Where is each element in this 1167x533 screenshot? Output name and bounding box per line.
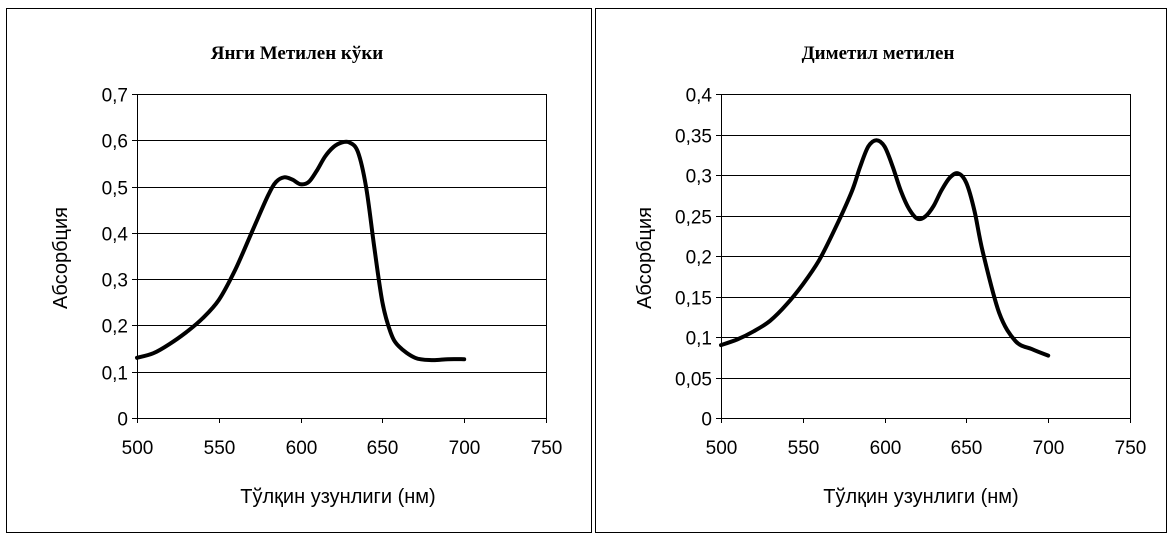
y-tick-label: 0,1	[686, 329, 712, 350]
y-tick-label: 0,7	[102, 86, 128, 107]
x-tick-label: 550	[788, 438, 820, 459]
x-tick-label: 700	[1033, 438, 1065, 459]
y-tick-label: 0,3	[686, 167, 712, 188]
chart-new-methylene-blue: Янги Метилен кўки Тўлқин узунлиги (нм) А…	[50, 43, 562, 508]
y-tick-label: 0,2	[686, 248, 712, 269]
y-tick-label: 0,4	[102, 225, 129, 246]
x-tick-label: 700	[449, 438, 481, 459]
y-tick-label: 0,2	[102, 317, 128, 338]
y-tick-label: 0,4	[686, 86, 713, 107]
y-axis-label: Абсорбция	[50, 207, 72, 309]
x-tick-label: 600	[286, 438, 318, 459]
x-tick-label: 750	[531, 438, 563, 459]
y-tick-label: 0,05	[675, 370, 712, 391]
plot-area	[137, 94, 547, 419]
chart-title: Диметил метилен	[802, 43, 955, 64]
x-tick-label: 500	[122, 438, 154, 459]
y-tick-label: 0,1	[102, 364, 128, 385]
y-tick-label: 0	[701, 410, 712, 431]
x-tick-label: 650	[951, 438, 983, 459]
chart-title: Янги Метилен кўки	[211, 43, 384, 64]
x-tick-label: 550	[204, 438, 236, 459]
chart-dimethyl-methylene: Диметил метилен Тўлқин узунлиги (нм) Абс…	[634, 43, 1146, 508]
y-tick-label: 0,25	[675, 208, 712, 229]
x-tick-label: 650	[367, 438, 399, 459]
plot-area	[721, 94, 1131, 419]
series-line	[719, 138, 1051, 358]
y-axis-label: Абсорбция	[634, 207, 656, 309]
y-tick-label: 0,35	[675, 127, 712, 148]
y-tick-label: 0,6	[102, 132, 128, 153]
x-axis-label: Тўлқин узунлиги (нм)	[823, 486, 1018, 508]
x-axis-label: Тўлқин узунлиги (нм)	[240, 486, 435, 508]
x-tick-label: 750	[1115, 438, 1147, 459]
y-tick-label: 0	[117, 410, 128, 431]
x-tick-label: 600	[870, 438, 902, 459]
x-tick-label: 500	[706, 438, 738, 459]
y-tick-label: 0,15	[675, 289, 712, 310]
series-line	[135, 139, 467, 363]
y-tick-label: 0,5	[102, 179, 128, 200]
y-tick-label: 0,3	[102, 271, 128, 292]
